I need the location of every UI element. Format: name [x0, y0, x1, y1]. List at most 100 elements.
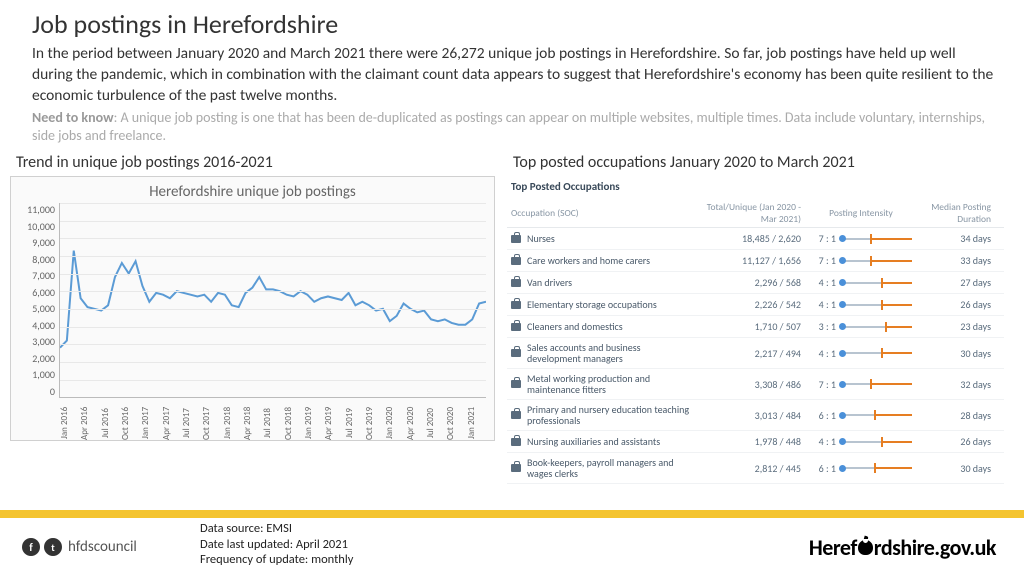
chart-title: Herefordshire unique job postings	[19, 183, 486, 201]
table-row: Nurses18,485 / 2,6207 : 134 days	[507, 228, 1004, 250]
x-tick: Jul 2019	[344, 398, 364, 448]
occ-cell: Book-keepers, payroll managers and wages…	[511, 457, 691, 479]
y-tick: 6,000	[32, 286, 55, 299]
accent-bar	[0, 510, 1024, 518]
briefcase-icon	[511, 323, 521, 331]
x-tick: Apr 2016	[79, 398, 99, 448]
occ-cell: Van drivers	[511, 277, 691, 288]
table-row: Nursing auxiliaries and assistants1,978 …	[507, 431, 1004, 453]
briefcase-icon	[511, 380, 521, 388]
occ-name: Care workers and home carers	[527, 255, 650, 266]
panels: Trend in unique job postings 2016-2021 H…	[0, 145, 1024, 484]
y-tick: 10,000	[27, 220, 55, 233]
ratio: 3 : 1	[810, 320, 836, 333]
ratio: 7 : 1	[810, 232, 836, 245]
x-tick: Apr 2018	[242, 398, 262, 448]
x-axis: Jan 2016Apr 2016Jul 2016Oct 2016Jan 2017…	[59, 398, 486, 448]
x-tick: Oct 2020	[445, 398, 465, 448]
x-tick: Jan 2020	[384, 398, 404, 448]
ratio: 6 : 1	[810, 462, 836, 475]
x-tick: Oct 2019	[364, 398, 384, 448]
x-tick: Jul 2016	[100, 398, 120, 448]
briefcase-icon	[511, 438, 521, 446]
th-occupation: Occupation (SOC)	[511, 207, 691, 219]
table-caption: Top Posted Occupations	[507, 176, 1004, 199]
total-cell: 3,013 / 484	[691, 409, 801, 422]
y-tick: 1,000	[32, 368, 55, 381]
brand-post: rdshire.gov.uk	[874, 534, 996, 561]
ratio: 4 : 1	[810, 347, 836, 360]
twitter-icon[interactable]: t	[44, 538, 62, 556]
table-body: Nurses18,485 / 2,6207 : 134 days Care wor…	[507, 228, 1004, 484]
ratio: 4 : 1	[810, 435, 836, 448]
intro-text: In the period between January 2020 and M…	[0, 40, 1024, 107]
occ-cell: Metal working production and maintenance…	[511, 373, 691, 395]
page-title: Job postings in Herefordshire	[0, 0, 1024, 40]
trend-panel: Trend in unique job postings 2016-2021 H…	[10, 153, 495, 484]
occ-cell: Primary and nursery education teaching p…	[511, 404, 691, 426]
trend-title: Trend in unique job postings 2016-2021	[16, 153, 495, 172]
facebook-icon[interactable]: f	[22, 538, 40, 556]
table-row: Book-keepers, payroll managers and wages…	[507, 453, 1004, 484]
intensity-bar	[842, 322, 912, 332]
duration-cell: 28 days	[921, 409, 991, 422]
duration-cell: 30 days	[921, 347, 991, 360]
table-row: Van drivers2,296 / 5684 : 127 days	[507, 272, 1004, 294]
x-tick: Apr 2020	[405, 398, 425, 448]
duration-cell: 23 days	[921, 320, 991, 333]
x-tick: Apr 2017	[161, 398, 181, 448]
x-tick: Jan 2016	[59, 398, 79, 448]
intensity-bar	[842, 234, 912, 244]
total-cell: 11,127 / 1,656	[691, 254, 801, 267]
intensity-cell: 4 : 1	[801, 276, 921, 289]
x-tick: Apr 2019	[323, 398, 343, 448]
intensity-bar	[842, 379, 912, 389]
table-row: Cleaners and domestics1,710 / 5073 : 123…	[507, 316, 1004, 338]
intensity-bar	[842, 463, 912, 473]
occ-name: Elementary storage occupations	[527, 299, 657, 310]
total-cell: 3,308 / 486	[691, 378, 801, 391]
intensity-bar	[842, 256, 912, 266]
th-duration: Median Posting Duration	[921, 201, 991, 225]
briefcase-icon	[511, 301, 521, 309]
x-tick: Jul 2020	[425, 398, 445, 448]
briefcase-icon	[511, 411, 521, 419]
x-tick: Oct 2017	[201, 398, 221, 448]
apple-icon	[858, 540, 873, 555]
table-row: Metal working production and maintenance…	[507, 369, 1004, 400]
x-tick: Jan 2021	[466, 398, 486, 448]
intensity-bar	[842, 348, 912, 358]
x-tick: Oct 2018	[283, 398, 303, 448]
x-tick: Jan 2019	[303, 398, 323, 448]
intensity-cell: 6 : 1	[801, 462, 921, 475]
table-row: Elementary storage occupations2,226 / 54…	[507, 294, 1004, 316]
y-tick: 2,000	[32, 352, 55, 365]
duration-cell: 26 days	[921, 298, 991, 311]
y-tick: 8,000	[32, 253, 55, 266]
y-tick: 7,000	[32, 269, 55, 282]
occ-name: Sales accounts and business development …	[527, 342, 691, 364]
ratio: 7 : 1	[810, 254, 836, 267]
y-tick: 4,000	[32, 319, 55, 332]
briefcase-icon	[511, 349, 521, 357]
ratio: 4 : 1	[810, 276, 836, 289]
occ-cell: Nurses	[511, 233, 691, 244]
briefcase-icon	[511, 235, 521, 243]
y-tick: 0	[50, 385, 55, 398]
brand-logo: Herefrdshire.gov.uk	[809, 534, 996, 561]
footer: f t hfdscouncil Herefrdshire.gov.uk	[0, 518, 1024, 576]
y-axis: 11,00010,0009,0008,0007,0006,0005,0004,0…	[19, 203, 59, 398]
y-tick: 11,000	[27, 203, 55, 216]
need-to-know: Need to know: A unique job posting is on…	[0, 107, 1024, 145]
intensity-bar	[842, 278, 912, 288]
line-chart	[60, 203, 486, 397]
briefcase-icon	[511, 279, 521, 287]
occ-name: Cleaners and domestics	[527, 321, 623, 332]
intensity-bar	[842, 437, 912, 447]
intensity-cell: 4 : 1	[801, 347, 921, 360]
duration-cell: 27 days	[921, 276, 991, 289]
occ-cell: Nursing auxiliaries and assistants	[511, 436, 691, 447]
total-cell: 2,217 / 494	[691, 347, 801, 360]
duration-cell: 30 days	[921, 462, 991, 475]
intensity-cell: 7 : 1	[801, 378, 921, 391]
